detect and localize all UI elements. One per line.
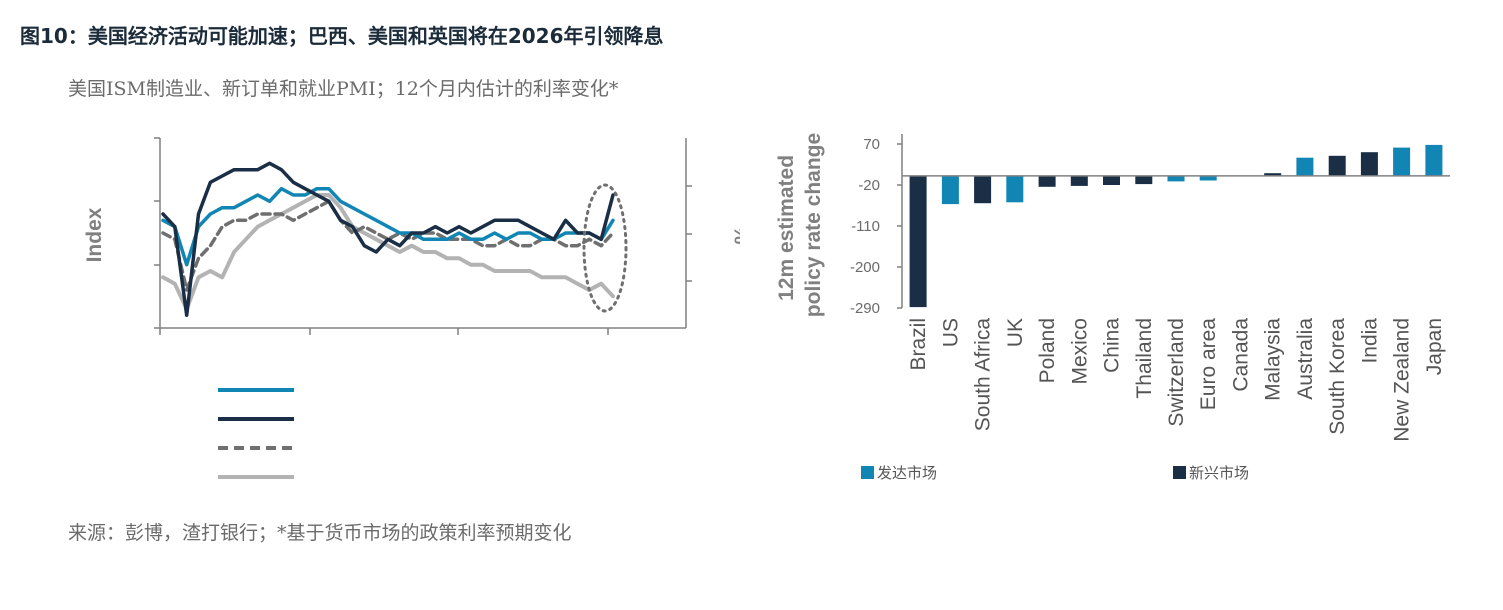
bar-euro-area xyxy=(1199,175,1217,181)
category-label: Australia xyxy=(1294,318,1317,400)
category-label: South Africa xyxy=(972,318,995,432)
category-label: UK xyxy=(1004,318,1027,347)
legend-swatch-emerging xyxy=(1173,466,1186,479)
category-label: Brazil xyxy=(907,318,930,371)
bar-new-zealand xyxy=(1393,147,1411,176)
category-label: South Korea xyxy=(1326,318,1349,435)
bar-y-tick-label: -20 xyxy=(858,177,880,194)
series-line-4 xyxy=(161,193,615,311)
category-label: Japan xyxy=(1423,318,1446,375)
bar-y-tick-label: 70 xyxy=(863,136,880,153)
page-title: 图10：美国经济活动可能加速；巴西、美国和英国将在2026年引领降息 xyxy=(20,24,664,48)
bar-y-tick-label: -200 xyxy=(850,259,880,276)
source-note: 来源：彭博，渣打银行；*基于货币市场的政策利率预期变化 xyxy=(68,522,572,544)
bar-china xyxy=(1103,175,1120,185)
series-line-3 xyxy=(161,199,615,292)
category-label: India xyxy=(1358,318,1381,364)
bar-south-africa xyxy=(974,175,992,204)
bar-y-axis-label: 12m estimated policy rate change xyxy=(775,133,825,317)
bar-japan xyxy=(1425,144,1443,176)
series-line-1 xyxy=(161,186,615,267)
category-label: China xyxy=(1101,318,1124,373)
category-label: Malaysia xyxy=(1262,318,1285,401)
bar-uk xyxy=(1006,175,1024,203)
category-label: Mexico xyxy=(1068,318,1091,385)
bar-us xyxy=(941,175,959,205)
chart-subtitle: 美国ISM制造业、新订单和就业PMI；12个月内估计的利率变化* xyxy=(68,78,619,100)
category-label: Euro area xyxy=(1197,318,1220,411)
category-label: Switzerland xyxy=(1165,318,1188,427)
bar-y-tick-label: -110 xyxy=(851,218,880,235)
bar-india xyxy=(1360,152,1378,176)
category-label: Poland xyxy=(1036,318,1059,383)
bar-australia xyxy=(1296,157,1314,176)
legend-swatch-developed xyxy=(861,466,874,479)
legend-label-developed: 发达市场 xyxy=(877,465,937,482)
bar-switzerland xyxy=(1167,175,1185,182)
category-label: US xyxy=(939,318,962,347)
policy-rate-bar-chart: 12m estimated policy rate change 70 -20 -1… xyxy=(775,133,1450,482)
bar-brazil xyxy=(909,175,927,308)
bar-south-korea xyxy=(1328,155,1346,176)
pmi-line-chart: Index % xyxy=(83,137,740,479)
bar-mexico xyxy=(1070,175,1088,186)
bar-malaysia xyxy=(1264,173,1282,176)
bar-y-tick-label: -290 xyxy=(850,300,880,317)
bar-thailand xyxy=(1135,175,1153,185)
legend-label-emerging: 新兴市场 xyxy=(1189,465,1249,482)
left-y-axis-label: Index xyxy=(83,207,106,262)
series-line-2 xyxy=(161,161,615,318)
category-label: Canada xyxy=(1230,318,1253,392)
latest-reading-highlight xyxy=(582,183,628,313)
right-y-axis-label: % xyxy=(731,225,740,244)
category-label: New Zealand xyxy=(1391,318,1414,442)
category-label: Thailand xyxy=(1133,318,1156,399)
bar-poland xyxy=(1038,175,1056,187)
